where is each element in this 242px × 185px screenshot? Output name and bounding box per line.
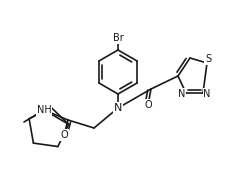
Text: Br: Br: [113, 33, 123, 43]
Text: NH: NH: [37, 105, 51, 115]
Text: S: S: [205, 54, 211, 64]
Text: N: N: [203, 89, 211, 99]
Text: O: O: [144, 100, 152, 110]
Text: O: O: [60, 130, 68, 140]
Text: N: N: [178, 89, 186, 99]
Text: N: N: [114, 103, 122, 113]
